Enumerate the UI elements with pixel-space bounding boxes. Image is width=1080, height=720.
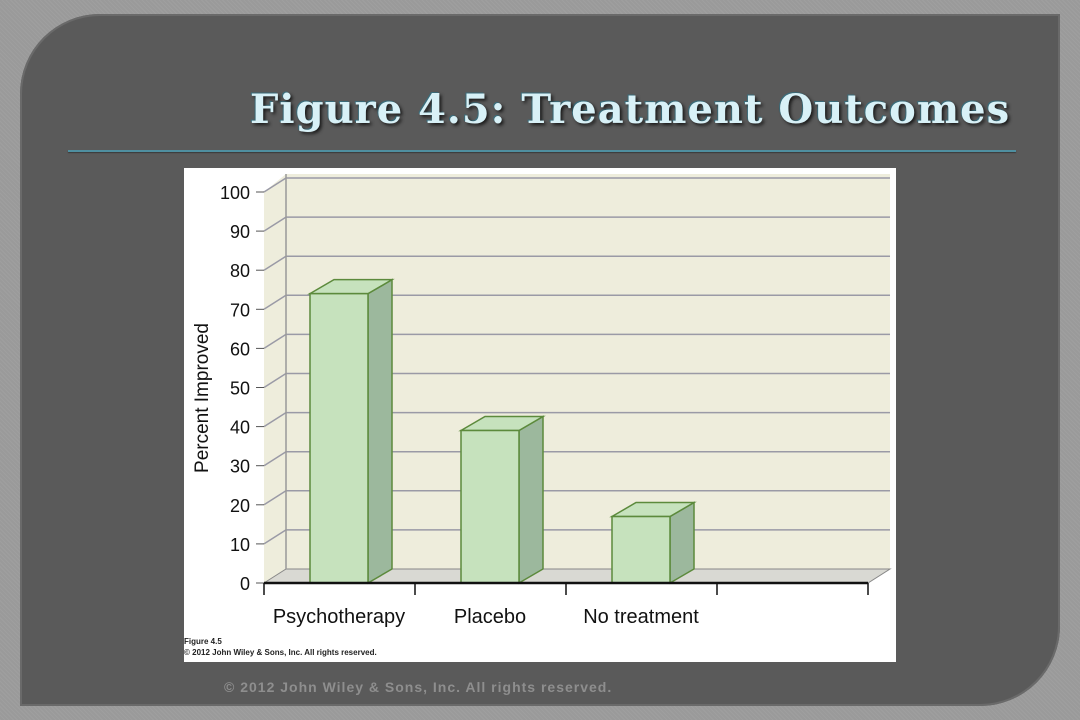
- y-tick-label: 60: [230, 339, 250, 359]
- x-tick-label: Psychotherapy: [273, 606, 405, 628]
- bar-front: [460, 429, 520, 584]
- chart-figure: 0 10 20 30 40 50 60 70 80 90 100 Psychotherapy Plac…: [184, 168, 896, 662]
- y-tick-label: 20: [230, 496, 250, 516]
- y-tick-labels: 0 10 20 30 40 50 60 70 80 90 100: [220, 183, 250, 594]
- bar-side: [518, 415, 544, 585]
- slide-title: Figure 4.5: Treatment Outcomes: [250, 86, 1011, 133]
- bar-front: [309, 292, 369, 584]
- gridlines: [256, 174, 890, 584]
- bar: [458, 415, 546, 585]
- plot-wall: [264, 174, 890, 583]
- bar: [307, 278, 395, 585]
- y-tick-label: 90: [230, 222, 250, 242]
- figure-label: Figure 4.5: [184, 637, 222, 646]
- y-tick-label: 80: [230, 261, 250, 281]
- y-tick-label: 100: [220, 183, 250, 203]
- y-axis-label: Percent Improved: [192, 323, 213, 473]
- plot-background: [262, 174, 892, 584]
- y-tick-label: 40: [230, 418, 250, 438]
- y-tick-label: 30: [230, 457, 250, 477]
- bar-side: [367, 278, 393, 585]
- bar-chart: 0 10 20 30 40 50 60 70 80 90 100 Psychotherapy Plac…: [192, 174, 892, 628]
- figure-copyright: © 2012 John Wiley & Sons, Inc. All right…: [184, 648, 377, 657]
- x-axis: Psychotherapy Placebo No treatment: [263, 581, 869, 628]
- y-tick-label: 50: [230, 379, 250, 399]
- bar-front: [611, 515, 671, 584]
- y-tick-label: 10: [230, 535, 250, 555]
- x-tick-label: No treatment: [583, 606, 699, 628]
- title-divider: [68, 150, 1016, 152]
- x-tick-label: Placebo: [454, 606, 526, 628]
- y-tick-label: 0: [240, 574, 250, 594]
- bar: [609, 501, 697, 585]
- slide-footer: © 2012 John Wiley & Sons, Inc. All right…: [224, 679, 613, 695]
- figure-credit: Figure 4.5 © 2012 John Wiley & Sons, Inc…: [184, 636, 377, 658]
- y-tick-label: 70: [230, 300, 250, 320]
